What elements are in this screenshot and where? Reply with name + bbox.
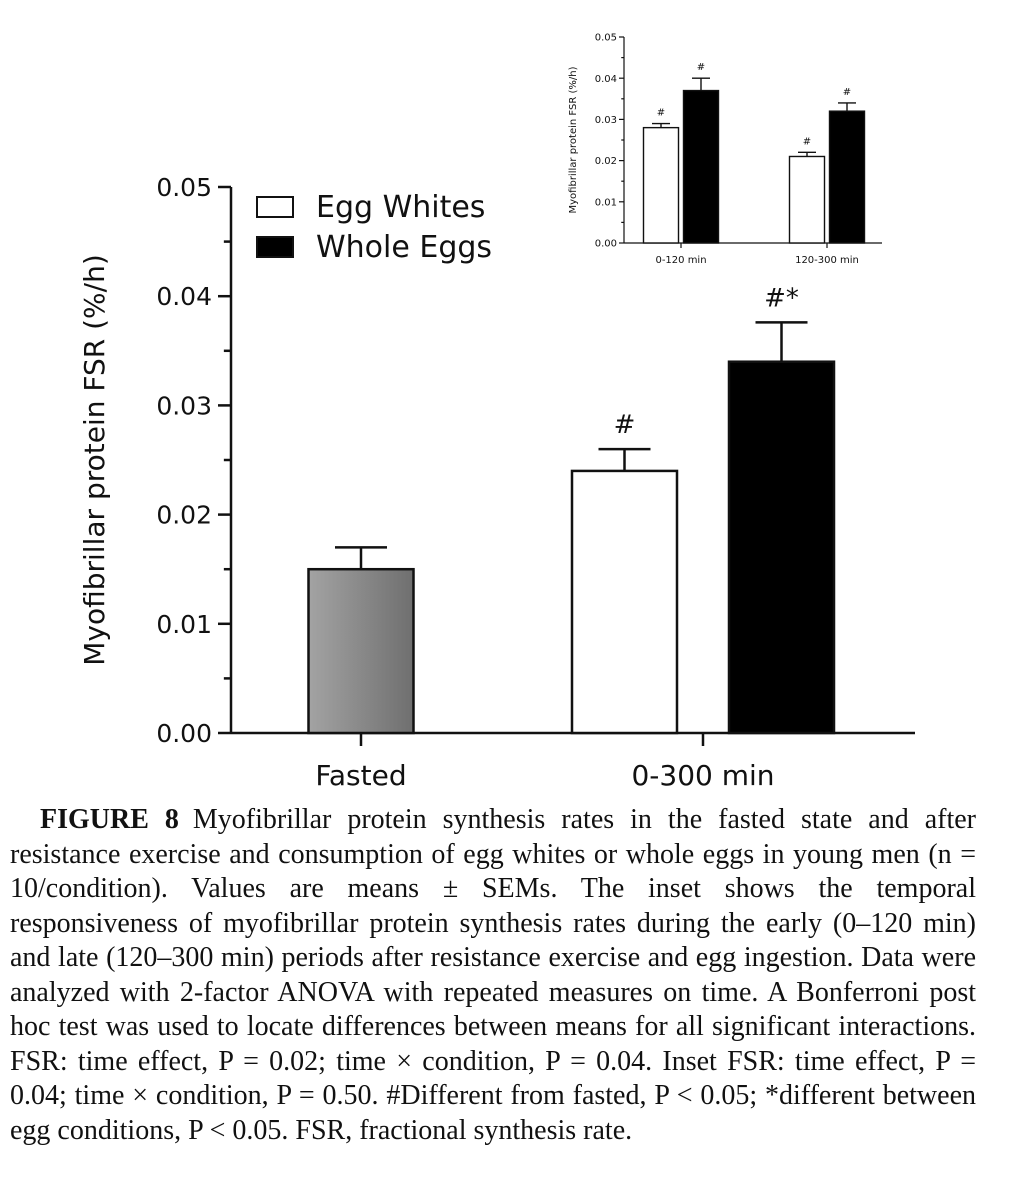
significance-marker: #	[657, 108, 665, 119]
inset-chart: 0.00 0.01 0.02 0.03 0.04 0.05 Myofibrillar pro…	[568, 33, 882, 266]
significance-marker: #	[843, 87, 851, 98]
legend-label: Egg Whites	[316, 190, 485, 225]
y-tick-label: 0.03	[595, 115, 617, 126]
legend-swatch	[256, 236, 294, 258]
x-tick-label: 0-300 min	[631, 759, 774, 792]
x-tick-label: 0-120 min	[655, 255, 706, 266]
legend: Egg Whites Whole Eggs	[256, 190, 492, 265]
bar-whole-eggs	[682, 89, 720, 244]
y-tick-label: 0.01	[595, 197, 617, 208]
bar-egg-whites	[570, 469, 679, 735]
y-tick-label: 0.03	[156, 391, 212, 420]
significance-marker: #	[803, 136, 811, 147]
figure-chart: 0.00 0.01 0.02 0.03 0.04 0.05 Myofibrillar pro…	[78, 33, 915, 792]
legend-label: Whole Eggs	[316, 230, 492, 265]
significance-marker: #*	[764, 283, 799, 313]
y-axis-label: Myofibrillar protein FSR (%/h)	[568, 66, 579, 213]
significance-marker: #	[614, 410, 636, 440]
caption-text: Myofibrillar protein synthesis rates in …	[10, 804, 976, 1146]
bar-egg-whites	[788, 155, 826, 244]
y-tick-label: 0.05	[595, 33, 617, 44]
y-tick-label: 0.04	[156, 282, 212, 311]
bar-whole-eggs	[828, 110, 866, 244]
y-tick-label: 0.05	[156, 173, 212, 202]
y-tick-label: 0.00	[595, 239, 617, 250]
y-tick-label: 0.04	[595, 74, 617, 85]
x-tick-label: 120-300 min	[795, 255, 859, 266]
y-axis-label: Myofibrillar protein FSR (%/h)	[78, 254, 111, 666]
bar-whole-eggs	[727, 360, 836, 735]
bar-egg-whites	[642, 126, 680, 244]
y-tick-label: 0.00	[156, 719, 212, 748]
x-tick-label: Fasted	[315, 759, 406, 792]
significance-marker: #	[697, 62, 705, 73]
figure-caption: FIGURE 8 Myofibrillar protein synthesis r…	[10, 803, 976, 1148]
y-tick-label: 0.01	[156, 610, 212, 639]
y-tick-label: 0.02	[156, 501, 212, 530]
bar-fasted	[307, 567, 415, 735]
figure-label: FIGURE 8	[40, 804, 179, 835]
main-chart: 0.00 0.01 0.02 0.03 0.04 0.05 Myofibrillar pro…	[78, 173, 915, 792]
y-tick-label: 0.02	[595, 156, 617, 167]
legend-swatch	[256, 196, 294, 218]
